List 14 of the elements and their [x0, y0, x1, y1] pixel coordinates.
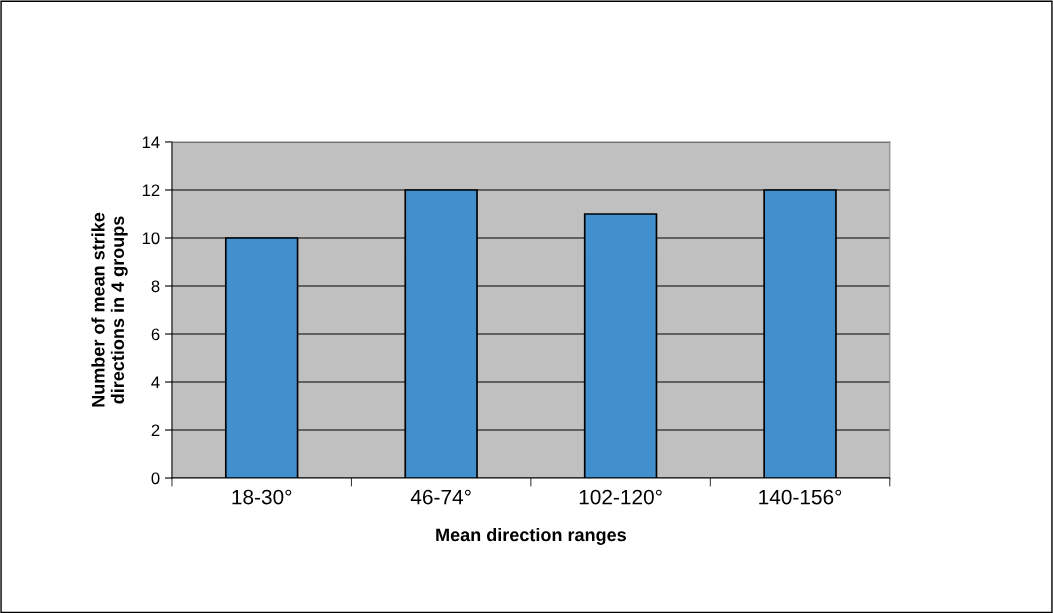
y-tick-label: 12 [142, 184, 160, 197]
x-tick-label: 102-120° [579, 489, 662, 505]
x-tick-label: 140-156° [759, 489, 842, 505]
y-tick-label: 10 [142, 232, 160, 245]
x-tick-label: 46-74° [410, 489, 471, 505]
y-tick-label: 4 [151, 376, 160, 389]
x-tick-label: 18-30° [232, 489, 292, 505]
x-axis-title: Mean direction ranges [436, 527, 626, 545]
y-tick-label: 14 [142, 136, 160, 149]
y-tick-label: 8 [151, 280, 160, 293]
y-axis-title: Number of mean strike directions in 4 groups [91, 212, 128, 407]
y-tick-label: 0 [151, 472, 160, 485]
y-tick-label: 2 [151, 424, 160, 437]
y-tick-label: 6 [151, 328, 160, 341]
